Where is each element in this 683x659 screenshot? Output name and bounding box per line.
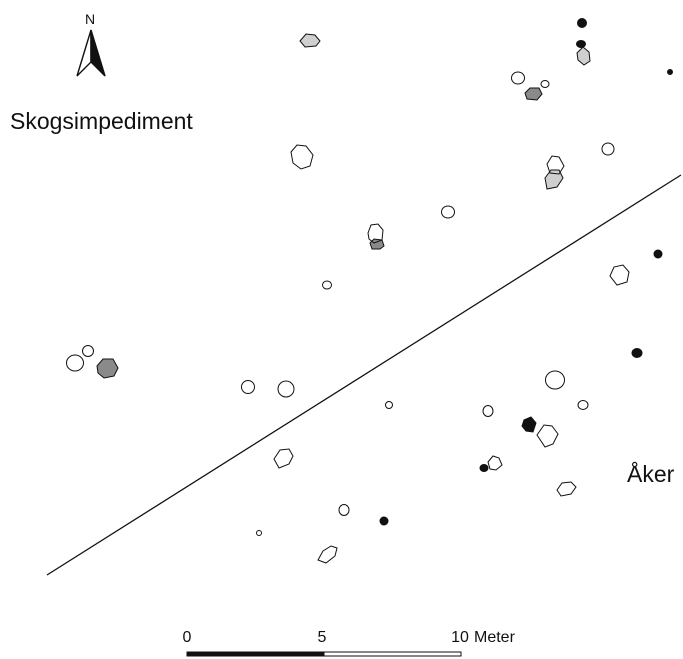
boundary-line xyxy=(46,174,682,576)
feature-light xyxy=(576,46,591,66)
feature-empty xyxy=(546,155,565,175)
feature-empty xyxy=(441,205,455,219)
feature-empty xyxy=(277,380,295,398)
feature-empty xyxy=(536,424,559,448)
feature-dark xyxy=(576,40,586,48)
feature-empty xyxy=(317,545,338,564)
area-label-aker: Åker xyxy=(627,460,675,487)
feature-empty xyxy=(487,455,503,471)
feature-empty xyxy=(511,71,525,85)
feature-empty xyxy=(609,264,630,286)
feature-empty xyxy=(385,401,393,409)
feature-dark xyxy=(577,18,587,28)
feature-empty xyxy=(601,142,615,156)
feature-empty xyxy=(290,144,314,170)
scale-unit: Meter xyxy=(474,629,516,646)
scale-tick-5: 5 xyxy=(318,629,327,646)
feature-dark xyxy=(521,416,537,433)
feature-empty xyxy=(338,504,350,516)
feature-medium xyxy=(369,238,385,250)
feature-empty xyxy=(66,354,84,372)
feature-empty xyxy=(577,400,589,410)
feature-medium xyxy=(96,358,119,379)
scale-tick-0: 0 xyxy=(183,629,192,646)
scale-bar: 0 5 10 Meter xyxy=(183,629,516,657)
feature-dark xyxy=(631,348,643,358)
feature-light xyxy=(544,169,564,190)
feature-empty xyxy=(540,80,550,88)
feature-empty xyxy=(482,405,494,417)
feature-dark xyxy=(653,249,663,259)
feature-empty xyxy=(556,481,577,497)
feature-empty xyxy=(82,345,94,357)
feature-empty xyxy=(322,280,332,290)
feature-empty xyxy=(367,223,384,244)
feature-empty xyxy=(241,380,255,394)
feature-dark xyxy=(379,516,389,526)
feature-dark xyxy=(667,69,673,75)
scale-tick-10: 10 xyxy=(451,629,469,646)
feature-empty xyxy=(273,448,294,469)
area-label-skogsimpediment: Skogsimpediment xyxy=(10,108,193,134)
feature-dark xyxy=(479,464,489,472)
north-arrow-icon: N xyxy=(76,11,106,77)
north-label: N xyxy=(85,11,95,27)
feature-empty xyxy=(256,530,262,536)
features xyxy=(66,18,673,564)
feature-empty xyxy=(545,370,565,390)
feature-light xyxy=(299,33,321,48)
feature-medium xyxy=(524,87,543,101)
